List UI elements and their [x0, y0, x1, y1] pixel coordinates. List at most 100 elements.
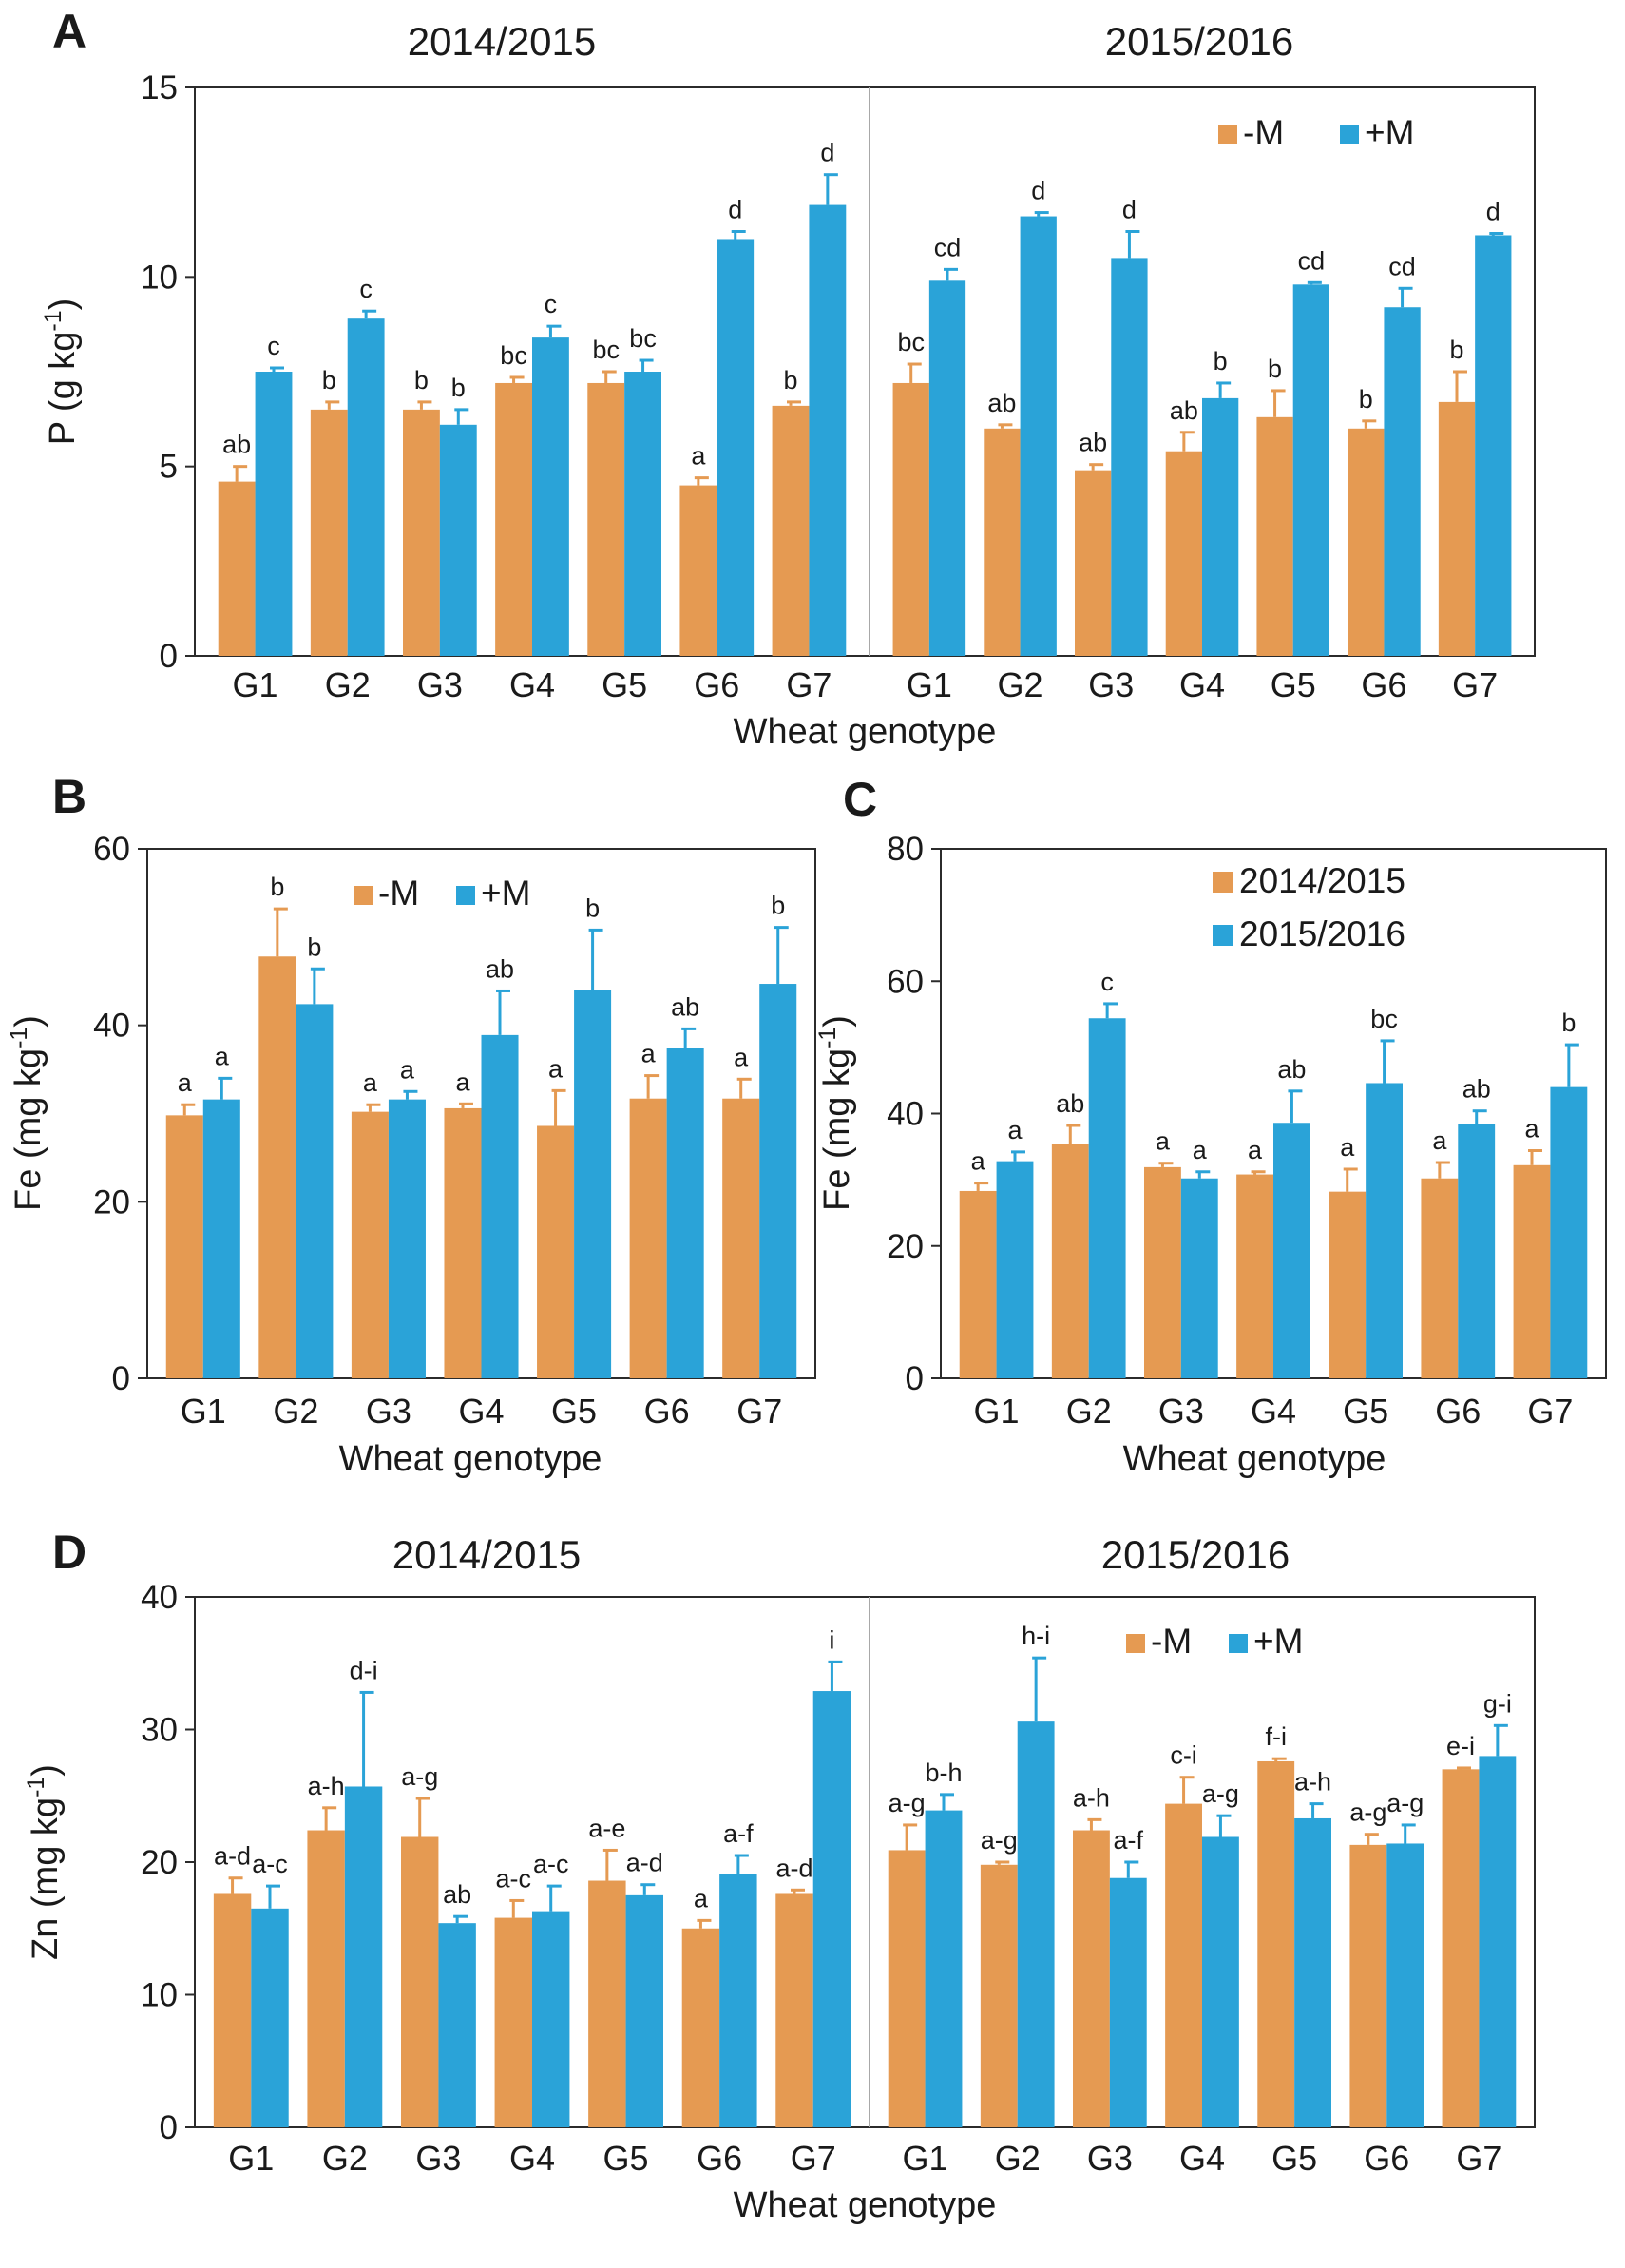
panel-D: D 0 10 20 30 40 Zn (mg kg-1) Wheat genotype 2014… — [23, 1526, 1536, 2225]
bar-M-G1 — [892, 382, 929, 656]
significance-label: d — [1031, 177, 1045, 205]
x-category-label: G2 — [995, 2139, 1041, 2178]
significance-label: b — [1449, 336, 1463, 364]
bar-20142015-G6 — [1421, 1178, 1459, 1378]
significance-label: ab — [1170, 396, 1198, 425]
bar-M-G6 — [629, 1098, 667, 1378]
significance-label: a — [1432, 1126, 1447, 1155]
legend-label: +M — [1253, 1622, 1303, 1661]
x-category-label: G5 — [1271, 2139, 1317, 2178]
significance-label: h-i — [1022, 1622, 1050, 1650]
x-category-label: G4 — [1179, 2139, 1225, 2178]
y-tick-label: 0 — [160, 2109, 178, 2146]
x-category-label: G7 — [791, 2139, 836, 2178]
significance-label: a — [691, 442, 706, 471]
bar-20152016-G5 — [1366, 1083, 1403, 1378]
significance-label: a — [215, 1042, 230, 1070]
bar-M-G6 — [681, 1928, 720, 2127]
bar-M-G1 — [218, 481, 256, 656]
significance-label: ab — [671, 992, 699, 1021]
significance-label: a — [1248, 1136, 1263, 1164]
bar-M-G1 — [255, 372, 293, 656]
subplot-title: 2015/2016 — [1105, 19, 1294, 64]
bar-M-G3 — [1073, 1830, 1110, 2127]
y-tick-label: 60 — [887, 963, 924, 1000]
significance-label: b — [270, 873, 284, 901]
bar-M-G1 — [251, 1908, 289, 2127]
significance-label: bc — [897, 328, 925, 356]
bar-M-G1 — [925, 1810, 963, 2127]
significance-label: a — [455, 1067, 470, 1096]
significance-label: a — [1193, 1136, 1208, 1164]
significance-label: e-i — [1446, 1732, 1475, 1760]
bar-M-G7 — [812, 1691, 851, 2127]
significance-label: ab — [1079, 429, 1107, 457]
bar-M-G2 — [307, 1830, 345, 2127]
x-category-label: G6 — [644, 1392, 690, 1431]
bar-M-G1 — [202, 1099, 240, 1378]
x-category-label: G4 — [1179, 665, 1225, 704]
x-category-label: G7 — [736, 1392, 782, 1431]
significance-label: bc — [629, 324, 657, 353]
x-category-label: G2 — [273, 1392, 318, 1431]
significance-label: ab — [1462, 1075, 1491, 1104]
bar-20152016-G4 — [1273, 1123, 1310, 1378]
significance-label: f-i — [1265, 1722, 1287, 1751]
x-category-label: G1 — [903, 2139, 948, 2178]
legend-swatch — [1213, 872, 1233, 893]
x-category-label: G3 — [366, 1392, 411, 1431]
bar-M-G6 — [717, 239, 755, 656]
bar-M-G3 — [1075, 470, 1112, 656]
bar-M-G2 — [984, 428, 1021, 656]
significance-label: d — [1486, 197, 1501, 225]
legend-swatch — [1126, 1634, 1145, 1653]
x-category-label: G3 — [1158, 1392, 1204, 1431]
bar-M-G1 — [213, 1893, 252, 2127]
legend-swatch — [1340, 125, 1359, 144]
significance-label: b — [1359, 385, 1373, 413]
bar-M-G5 — [1294, 1817, 1331, 2127]
y-tick-label: 60 — [93, 831, 130, 868]
x-axis-title: Wheat genotype — [1123, 1439, 1386, 1479]
bar-M-G3 — [1109, 1877, 1147, 2127]
bar-M-G5 — [1257, 1760, 1295, 2127]
bar-M-G7 — [775, 1893, 813, 2127]
significance-label: a — [1340, 1133, 1355, 1162]
significance-label: cd — [1388, 252, 1416, 280]
bar-M-G6 — [1386, 1843, 1424, 2127]
bar-M-G3 — [351, 1111, 389, 1378]
legend-swatch — [354, 886, 373, 905]
x-category-label: G4 — [1251, 1392, 1296, 1431]
y-axis-title-superscript: -1 — [40, 310, 67, 331]
significance-label: d — [728, 195, 742, 223]
bar-M-G4 — [1202, 397, 1239, 656]
significance-label: b — [414, 366, 429, 394]
bar-M-G5 — [574, 990, 612, 1378]
significance-label: bc — [1370, 1005, 1398, 1033]
significance-label: g-i — [1483, 1689, 1512, 1718]
x-category-label: G7 — [1527, 1392, 1573, 1431]
bar-M-G2 — [1017, 1721, 1055, 2127]
x-category-label: G3 — [1088, 665, 1134, 704]
bar-M-G7 — [772, 405, 810, 656]
x-category-label: G3 — [415, 2139, 461, 2178]
significance-label: ab — [1277, 1055, 1306, 1084]
bar-M-G5 — [625, 1894, 663, 2127]
x-category-label: G4 — [509, 2139, 555, 2178]
x-category-label: G2 — [1066, 1392, 1112, 1431]
significance-label: a — [178, 1068, 193, 1097]
significance-label: b — [451, 374, 466, 402]
significance-label: b — [307, 932, 321, 961]
panel-label-B: B — [52, 770, 86, 823]
y-tick-label: 15 — [141, 69, 178, 106]
bar-20142015-G4 — [1236, 1174, 1273, 1378]
x-category-label: G5 — [1343, 1392, 1388, 1431]
bar-M-G4 — [481, 1034, 519, 1378]
significance-label: ab — [486, 954, 514, 983]
significance-label: c — [359, 275, 373, 303]
bar-M-G6 — [666, 1048, 704, 1378]
legend: -M +M — [1218, 113, 1414, 152]
plot-frame — [194, 86, 1536, 657]
bar-20142015-G2 — [1051, 1144, 1089, 1378]
